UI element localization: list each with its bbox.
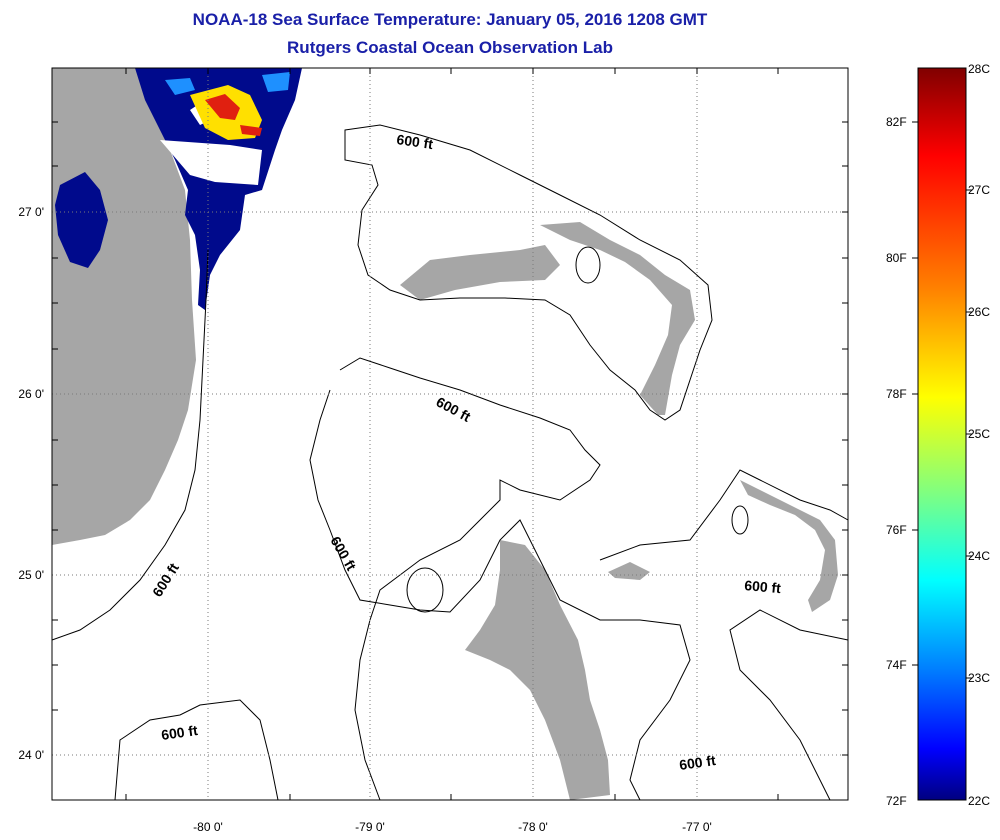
- colorbar-label-82f: 82F: [886, 115, 907, 129]
- colorbar-label-72f: 72F: [886, 794, 907, 808]
- graticule: [52, 68, 848, 800]
- contour-seamount-1: [406, 567, 444, 613]
- contour-label-6: 600 ft: [160, 722, 199, 743]
- depth-contours: [51, 124, 849, 801]
- colorbar-ticks: [912, 121, 972, 679]
- colorbar-label-80f: 80F: [886, 251, 907, 265]
- lon-label-80: -80 0': [193, 820, 223, 834]
- colorbar: [917, 67, 967, 801]
- colorbar-label-78f: 78F: [886, 387, 907, 401]
- contour-seamount-2: [731, 505, 749, 535]
- map-title: NOAA-18 Sea Surface Temperature: January…: [192, 10, 708, 29]
- lon-label-79: -79 0': [355, 820, 385, 834]
- sst-pixels: [55, 68, 302, 310]
- colorbar-label-22c: 22C: [968, 794, 991, 808]
- lon-label-77: -77 0': [682, 820, 712, 834]
- contour-labels: 600 ft 600 ft 600 ft 600 ft 600 ft 600 f…: [149, 131, 782, 773]
- colorbar-label-76f: 76F: [886, 523, 907, 537]
- frame-ticks: [52, 68, 848, 800]
- contour-florida: [51, 249, 209, 641]
- contour-label-1: 600 ft: [396, 131, 435, 152]
- contour-little-bahama: [344, 124, 713, 421]
- map-border: [51, 67, 849, 801]
- sst-cold-gaps: [160, 100, 262, 185]
- contour-label-2: 600 ft: [434, 394, 474, 425]
- map-subtitle: Rutgers Coastal Ocean Observation Lab: [287, 38, 613, 57]
- lat-label-27: 27 0': [18, 205, 44, 219]
- andros-land: [465, 540, 610, 800]
- sst-cold-patch-west: [55, 172, 108, 268]
- colorbar-label-28c: 28C: [968, 62, 991, 76]
- colorbar-label-24c: 24C: [968, 549, 991, 563]
- lat-label-25: 25 0': [18, 568, 44, 582]
- contour-eleuthera: [599, 469, 849, 801]
- abaco-land: [540, 222, 695, 415]
- colorbar-label-25c: 25C: [968, 427, 991, 441]
- colorbar-label-26c: 26C: [968, 305, 991, 319]
- contour-cay-sal: [339, 357, 601, 801]
- lat-label-24: 24 0': [18, 748, 44, 762]
- contour-label-4: 600 ft: [149, 560, 182, 600]
- contour-label-7: 600 ft: [678, 752, 717, 773]
- map-frame: [51, 67, 849, 801]
- contour-seamount-3: [575, 246, 601, 284]
- land-areas: [52, 68, 838, 800]
- colorbar-label-74f: 74F: [886, 658, 907, 672]
- sst-mid-edge: [165, 72, 290, 95]
- lon-label-78: -78 0': [518, 820, 548, 834]
- eleuthera-land: [608, 480, 838, 612]
- colorbar-label-23c: 23C: [968, 671, 991, 685]
- lat-label-26: 26 0': [18, 387, 44, 401]
- sst-hot-core: [205, 94, 262, 136]
- contour-great-bahama-west: [114, 699, 279, 801]
- contour-andros: [309, 389, 691, 801]
- colorbar-label-27c: 27C: [968, 183, 991, 197]
- contour-label-5: 600 ft: [744, 577, 782, 596]
- contour-label-3: 600 ft: [327, 534, 359, 574]
- grand-bahama-land: [400, 245, 560, 300]
